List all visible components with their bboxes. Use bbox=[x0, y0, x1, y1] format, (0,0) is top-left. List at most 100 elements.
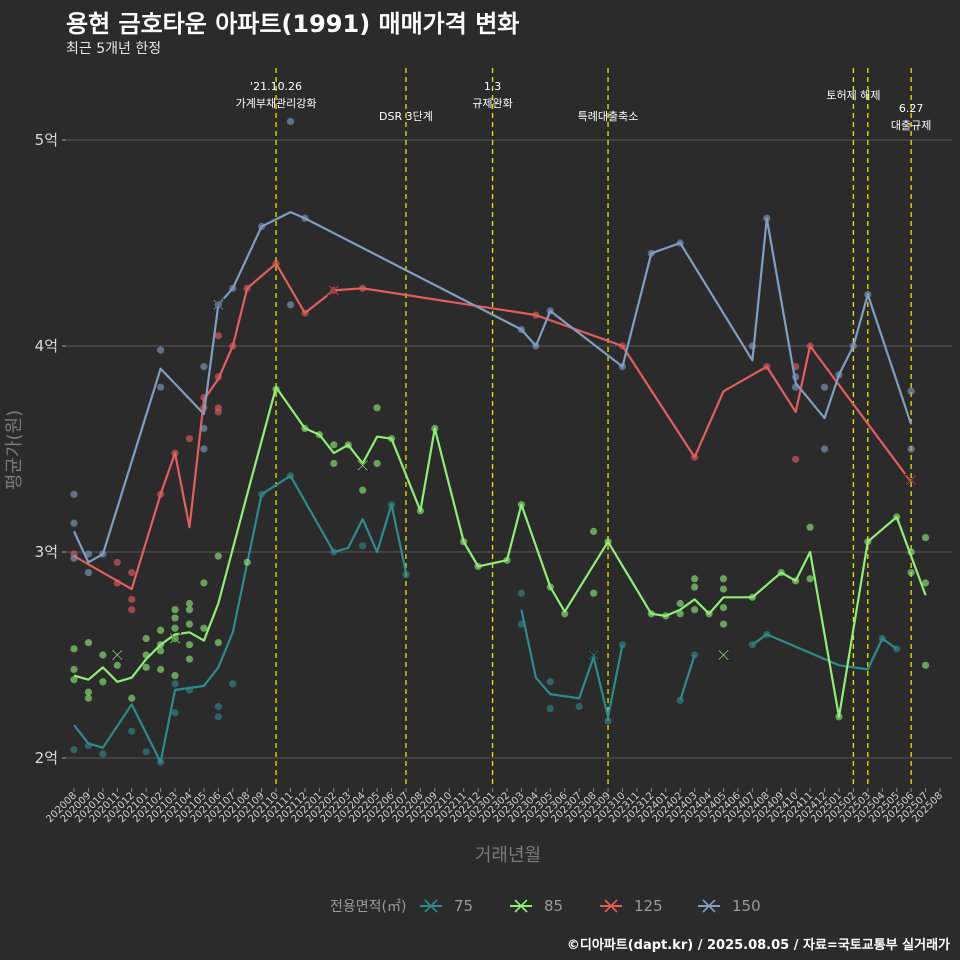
data-point bbox=[330, 441, 338, 449]
data-point bbox=[84, 694, 93, 702]
data-point bbox=[214, 552, 222, 560]
legend-entry-85: 85 bbox=[510, 897, 563, 915]
x-marker bbox=[327, 283, 341, 297]
chart-subtitle: 최근 5개년 한정 bbox=[66, 41, 162, 57]
data-point bbox=[590, 527, 598, 536]
y-tick-label: 4억 bbox=[35, 337, 58, 355]
x-marker-stroke bbox=[357, 460, 368, 471]
y-axis-title: 평균가(원) bbox=[4, 410, 25, 490]
series-line bbox=[73, 386, 927, 718]
x-marker bbox=[211, 298, 225, 312]
data-point bbox=[84, 569, 93, 577]
data-point bbox=[373, 404, 381, 412]
y-tick-label: 3억 bbox=[35, 543, 58, 561]
data-point bbox=[921, 661, 930, 669]
data-point bbox=[676, 610, 684, 618]
legend-swatch-x bbox=[604, 899, 618, 913]
data-point bbox=[185, 606, 194, 614]
event-annotation: 1.3 bbox=[484, 80, 502, 93]
data-point bbox=[84, 639, 93, 647]
data-point bbox=[200, 445, 208, 453]
data-point bbox=[113, 661, 121, 669]
event-annotation: 6.27 bbox=[899, 102, 924, 115]
x-marker bbox=[717, 648, 730, 662]
data-point bbox=[171, 624, 179, 632]
series-150 bbox=[70, 117, 915, 577]
data-point bbox=[907, 445, 915, 453]
legend-entry-150: 150 bbox=[698, 897, 761, 915]
data-point bbox=[719, 604, 728, 612]
event-annotation: 규제완화 bbox=[472, 97, 512, 110]
data-point bbox=[99, 750, 107, 758]
data-point bbox=[229, 680, 237, 688]
series-75 bbox=[70, 472, 901, 766]
event-annotation: 가계부채관리강화 bbox=[236, 97, 317, 110]
data-point bbox=[185, 641, 194, 649]
data-point bbox=[99, 678, 107, 686]
data-point bbox=[214, 332, 222, 340]
data-point bbox=[214, 639, 222, 647]
data-point bbox=[157, 626, 165, 634]
legend-label: 150 bbox=[732, 897, 761, 915]
legend-title: 전용면적(㎡) bbox=[330, 899, 406, 915]
data-point bbox=[402, 571, 410, 579]
data-point bbox=[286, 117, 295, 126]
data-point bbox=[128, 727, 136, 735]
x-marker-stroke bbox=[213, 299, 224, 311]
x-marker-stroke bbox=[718, 649, 729, 661]
data-point bbox=[185, 435, 194, 443]
series-line bbox=[73, 262, 912, 591]
data-point bbox=[691, 575, 699, 583]
data-point bbox=[171, 614, 179, 622]
x-marker-stroke bbox=[905, 474, 917, 486]
data-point bbox=[214, 702, 222, 711]
data-point bbox=[243, 558, 251, 566]
data-point bbox=[200, 424, 208, 432]
data-point bbox=[921, 579, 930, 587]
series-125 bbox=[70, 260, 912, 614]
data-point bbox=[604, 717, 612, 725]
data-point bbox=[70, 490, 78, 498]
data-point bbox=[691, 606, 699, 614]
data-point bbox=[820, 383, 829, 391]
data-point bbox=[676, 696, 684, 704]
event-annotation: 토허제 해제 bbox=[826, 88, 880, 102]
data-point bbox=[185, 620, 194, 628]
data-point bbox=[561, 610, 569, 618]
data-point bbox=[142, 748, 150, 756]
data-point bbox=[157, 665, 165, 674]
legend-label: 85 bbox=[544, 897, 563, 915]
data-point bbox=[70, 554, 78, 562]
data-point bbox=[286, 301, 295, 309]
data-point bbox=[200, 363, 208, 371]
series-layer bbox=[70, 117, 930, 766]
event-annotation: '21.10.26 bbox=[250, 80, 302, 93]
x-marker bbox=[587, 648, 601, 662]
data-point bbox=[359, 542, 367, 550]
source-caption: ©디아파트(dapt.kr) / 2025.08.05 / 자료=국토교통부 실… bbox=[566, 938, 950, 953]
data-point bbox=[70, 519, 78, 527]
data-point bbox=[806, 523, 814, 531]
x-marker-stroke bbox=[588, 649, 599, 661]
data-point bbox=[157, 383, 165, 391]
data-point bbox=[691, 651, 699, 659]
series-line bbox=[679, 654, 696, 701]
data-point bbox=[200, 579, 208, 587]
x-marker bbox=[904, 473, 918, 487]
event-annotation: 특례대출축소 bbox=[578, 110, 639, 123]
series-line bbox=[751, 633, 898, 671]
data-point bbox=[330, 459, 338, 468]
data-point bbox=[719, 585, 728, 593]
x-marker bbox=[110, 648, 124, 662]
series-line bbox=[520, 609, 624, 718]
data-point bbox=[171, 672, 179, 680]
x-marker-stroke bbox=[169, 633, 181, 644]
legend: 전용면적(㎡) 75 85 125 150 bbox=[330, 897, 761, 915]
data-point bbox=[171, 606, 179, 614]
data-point bbox=[691, 583, 699, 591]
data-point bbox=[590, 589, 598, 597]
data-point bbox=[171, 709, 179, 717]
legend-swatch-x bbox=[702, 899, 716, 913]
legend-label: 75 bbox=[454, 897, 473, 915]
x-marker bbox=[168, 632, 182, 646]
